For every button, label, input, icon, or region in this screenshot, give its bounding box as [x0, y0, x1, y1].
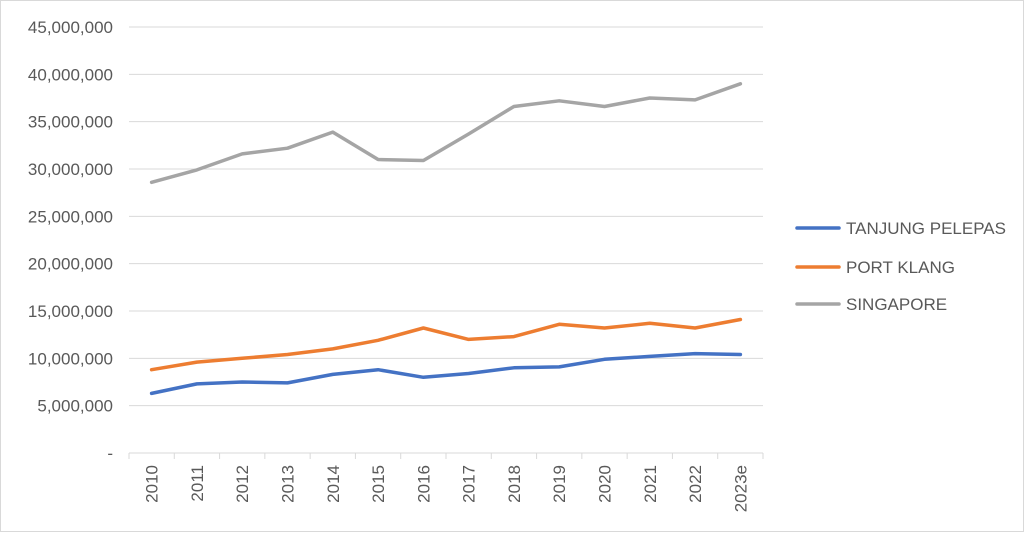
x-tick-label: 2023e [731, 465, 750, 512]
x-tick-label: 2017 [460, 465, 479, 503]
x-axis-tick-labels: 2010 2011 2012 2013 2014 2015 2016 2017 2018 2019… [143, 465, 751, 512]
y-tick-label: 45,000,000 [28, 18, 113, 37]
y-tick-label: - [107, 444, 113, 463]
x-tick-label: 2018 [505, 465, 524, 503]
x-tick-label: 2012 [233, 465, 252, 503]
x-tick-label: 2021 [641, 465, 660, 503]
x-tick-label: 2022 [686, 465, 705, 503]
x-tick-label: 2010 [143, 465, 162, 503]
series-line-port-klang [149, 317, 743, 372]
legend-label: SINGAPORE [846, 295, 947, 314]
legend-label: TANJUNG PELEPAS [846, 219, 1006, 238]
x-axis [128, 452, 764, 459]
series-line-tanjung-pelepas [149, 351, 743, 396]
x-tick-label: 2014 [324, 465, 343, 503]
y-tick-label: 10,000,000 [28, 349, 113, 368]
legend: TANJUNG PELEPAS PORT KLANG SINGAPORE [795, 219, 1006, 314]
y-tick-label: 40,000,000 [28, 65, 113, 84]
y-tick-label: 30,000,000 [28, 160, 113, 179]
gridlines [129, 26, 763, 407]
x-tick-label: 2020 [596, 465, 615, 503]
series-line-singapore [149, 82, 743, 185]
x-tick-label: 2013 [279, 465, 298, 503]
x-tick-label: 2015 [369, 465, 388, 503]
legend-label: PORT KLANG [846, 258, 955, 277]
x-tick-label: 2019 [550, 465, 569, 503]
y-tick-label: 20,000,000 [28, 255, 113, 274]
x-tick-label: 2011 [188, 465, 207, 502]
series-lines [149, 82, 743, 396]
x-tick-label: 2016 [414, 465, 433, 503]
y-axis-tick-labels: - 5,000,000 10,000,000 15,000,000 20,000,000… [28, 18, 113, 463]
y-tick-label: 35,000,000 [28, 113, 113, 132]
y-tick-label: 25,000,000 [28, 207, 113, 226]
y-tick-label: 5,000,000 [37, 397, 113, 416]
y-tick-label: 15,000,000 [28, 302, 113, 321]
